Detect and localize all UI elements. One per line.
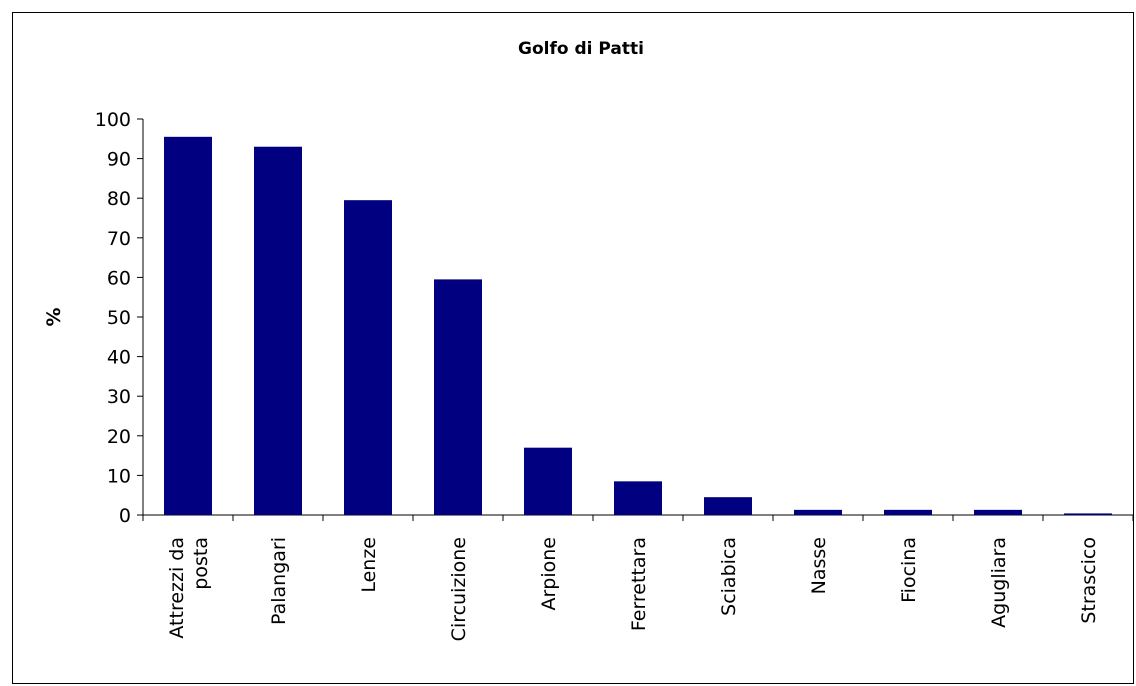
bar	[524, 447, 572, 515]
x-tick-label: Lenze	[358, 537, 380, 593]
y-tick-label: 70	[107, 228, 131, 250]
y-tick-label: 90	[107, 149, 131, 171]
chart-frame: Golfo di Patti % 0 10 20 30 40 50 60 70 80 90 100 …	[12, 12, 1134, 684]
x-tick-label: Strascico	[1078, 537, 1100, 624]
chart-title: Golfo di Patti	[518, 39, 644, 59]
x-axis	[142, 514, 1133, 521]
bar	[614, 481, 662, 515]
x-tick-label: Circuizione	[448, 537, 470, 641]
y-tick-label: 20	[107, 426, 131, 448]
x-tick-label: Fiocina	[898, 537, 920, 603]
bar	[1064, 513, 1112, 515]
y-tick-label: 80	[107, 188, 131, 210]
bars	[164, 136, 1112, 515]
x-tick-label: Nasse	[808, 537, 830, 594]
y-tick-label: 60	[107, 267, 131, 289]
y-axis-label: %	[43, 307, 65, 326]
y-tick-label: 100	[95, 109, 131, 131]
x-tick-label: posta	[190, 537, 212, 590]
bar	[974, 509, 1022, 515]
y-tick-label: 30	[107, 386, 131, 408]
x-tick-label: Ferrettara	[628, 537, 650, 631]
bar	[704, 497, 752, 515]
y-tick-label: 10	[107, 465, 131, 487]
y-tick-label: 0	[119, 505, 131, 527]
bar	[344, 200, 392, 515]
x-tick-label: Agugliara	[988, 537, 1010, 628]
category-labels: Attrezzi da posta Palangari Lenze Circuizion…	[166, 537, 1100, 641]
x-tick-label: Palangari	[268, 537, 290, 625]
bar	[794, 509, 842, 515]
y-axis: 0 10 20 30 40 50 60 70 80 90 100	[95, 109, 144, 527]
bar	[164, 136, 212, 515]
bar	[434, 279, 482, 515]
x-tick-label: Sciabica	[718, 537, 740, 616]
y-tick-label: 50	[107, 307, 131, 329]
y-tick-label: 40	[107, 347, 131, 369]
bar	[254, 146, 302, 515]
bar-chart: Golfo di Patti % 0102030405060708090100 …	[43, 39, 1133, 641]
bar	[884, 509, 932, 515]
x-tick-label: Attrezzi da	[166, 537, 188, 639]
x-tick-label: Arpione	[538, 537, 560, 611]
